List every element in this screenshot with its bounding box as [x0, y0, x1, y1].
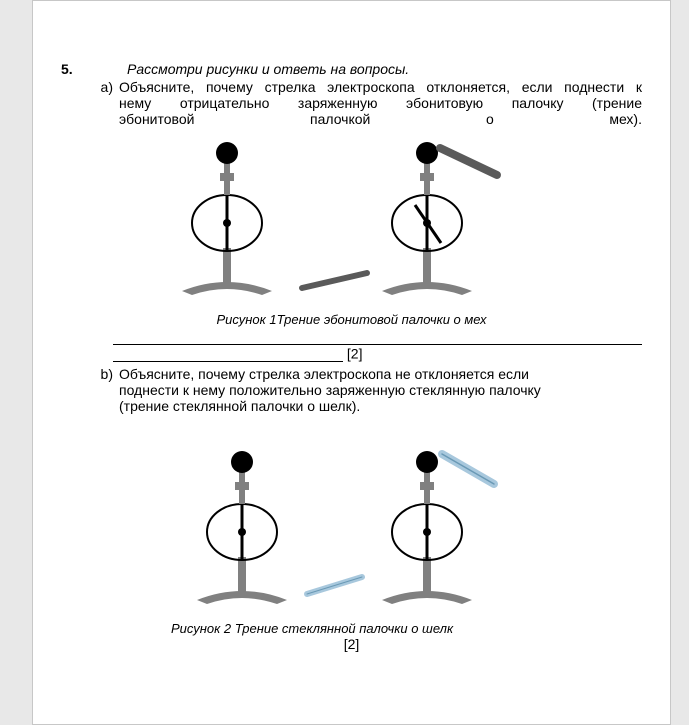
question-number: 5.	[61, 61, 91, 77]
part-b-marks: [2]	[61, 636, 642, 652]
figure-1-svg	[172, 133, 532, 303]
figure-1: Рисунок 1Трение эбонитовой палочки о мех	[61, 133, 642, 327]
figure-2: Рисунок 2 Трение стеклянной палочки о ше…	[61, 442, 642, 652]
part-a-letter: a)	[91, 79, 119, 95]
figure-2-svg	[182, 442, 522, 612]
part-b-letter: b)	[91, 366, 119, 382]
figure-1-caption: Рисунок 1Трение эбонитовой палочки о мех	[61, 312, 642, 327]
question-instruction: Рассмотри рисунки и ответь на вопросы.	[127, 61, 642, 77]
q5-part-b: b) Объясните, почему стрелка электроскоп…	[61, 366, 642, 414]
question-5: 5. Рассмотри рисунки и ответь на вопросы…	[61, 61, 642, 652]
q5-part-a: a) Объясните, почему стрелка электроскоп…	[61, 79, 642, 127]
page-content: 5. Рассмотри рисунки и ответь на вопросы…	[32, 0, 671, 725]
part-a-marks: [2]	[347, 346, 363, 362]
part-a-text: Объясните, почему стрелка электроскопа о…	[119, 79, 642, 127]
part-a-answer-line: [2]	[113, 329, 642, 362]
figure-2-caption: Рисунок 2 Трение стеклянной палочки о ше…	[61, 621, 642, 636]
part-b-text: Объясните, почему стрелка электроскопа н…	[119, 366, 579, 414]
page-frame: 5. Рассмотри рисунки и ответь на вопросы…	[0, 0, 689, 725]
q5-header-row: 5. Рассмотри рисунки и ответь на вопросы…	[61, 61, 642, 77]
